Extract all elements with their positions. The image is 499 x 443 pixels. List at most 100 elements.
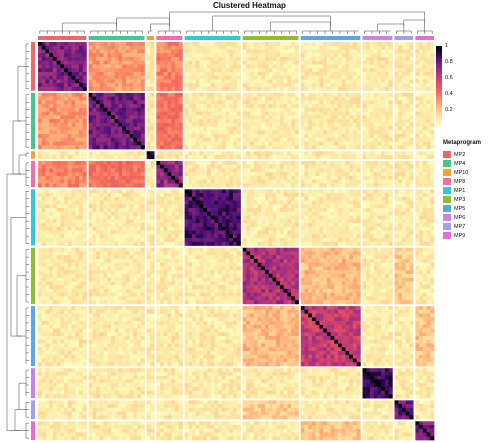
heatmap-cell [338, 42, 343, 47]
heatmap-cell [140, 56, 145, 62]
heatmap-cell [287, 60, 292, 65]
heatmap-cell [242, 211, 247, 216]
heatmap-cell [99, 79, 104, 84]
heatmap-cell [163, 100, 168, 105]
heatmap-cell [192, 200, 197, 205]
heatmap-cell [45, 60, 50, 65]
heatmap-cell [210, 238, 215, 243]
heatmap-cell [52, 68, 57, 73]
heatmap-cell [146, 86, 151, 92]
heatmap-cell [356, 189, 361, 194]
heatmap-cell [242, 193, 247, 198]
heatmap-cell [184, 151, 189, 156]
heatmap-cell [221, 223, 226, 228]
heatmap-cell [206, 160, 212, 166]
heatmap-cell [253, 219, 258, 224]
heatmap-cell [156, 64, 161, 69]
heatmap-cell [163, 172, 168, 177]
heatmap-cell [160, 219, 165, 224]
heatmap-cell [150, 208, 155, 213]
heatmap-cell [236, 64, 241, 69]
heatmap-cell [49, 230, 54, 235]
heatmap-cell [184, 104, 189, 109]
heatmap-cell [140, 92, 145, 97]
heatmap-cell [319, 141, 324, 146]
heatmap-cell [92, 79, 97, 84]
heatmap-cell [203, 211, 208, 216]
heatmap-cell [192, 189, 197, 194]
heatmap-cell [150, 83, 155, 88]
heatmap-cell [334, 107, 339, 112]
heatmap-cell [276, 145, 281, 150]
heatmap-cell [146, 145, 151, 150]
heatmap-cell [129, 145, 134, 150]
heatmap-cell [88, 64, 93, 69]
heatmap-cell [338, 79, 343, 84]
heatmap-cell [319, 68, 324, 73]
heatmap-cell [304, 130, 309, 135]
heatmap-cell [75, 196, 80, 201]
heatmap-cell [41, 189, 46, 194]
heatmap-cell [99, 154, 104, 160]
heatmap-cell [422, 64, 427, 69]
heatmap-cell [356, 107, 361, 112]
heatmap-cell [233, 42, 238, 47]
heatmap-cell [195, 168, 200, 173]
heatmap-cell [114, 211, 119, 216]
heatmap-cell [338, 164, 343, 169]
heatmap-cell [195, 160, 200, 166]
heatmap-cell [188, 53, 193, 58]
heatmap-cell [265, 107, 270, 112]
heatmap-cell [160, 107, 165, 112]
heatmap-cell [319, 107, 324, 112]
heatmap-cell [88, 53, 93, 58]
heatmap-cell [38, 104, 43, 109]
heatmap-cell [276, 137, 281, 142]
heatmap-cell [122, 68, 127, 73]
heatmap-cell [184, 96, 189, 101]
heatmap-cell [96, 241, 101, 246]
heatmap-cell [133, 196, 138, 201]
heatmap-cell [246, 64, 251, 69]
heatmap-cell [110, 141, 116, 146]
heatmap-cell [210, 141, 215, 146]
heatmap-cell [67, 223, 72, 228]
heatmap-cell [96, 119, 101, 124]
heatmap-cell [323, 104, 328, 109]
heatmap-cell [125, 56, 130, 62]
heatmap-cell [82, 219, 87, 224]
heatmap-cell [88, 56, 93, 62]
heatmap-cell [103, 92, 108, 97]
heatmap-cell [133, 154, 138, 160]
heatmap-cell [56, 134, 61, 139]
heatmap-cell [402, 175, 407, 180]
heatmap-cell [41, 160, 46, 166]
heatmap-cell [242, 168, 247, 173]
heatmap-cell [75, 75, 80, 80]
heatmap-cell [122, 179, 127, 184]
heatmap-cell [345, 172, 350, 177]
heatmap-cell [311, 172, 316, 177]
heatmap-cell [140, 241, 145, 246]
heatmap-cell [64, 75, 69, 80]
heatmap-cell [265, 193, 270, 198]
heatmap-cell [402, 86, 407, 92]
heatmap-cell [377, 68, 382, 73]
heatmap-cell [349, 111, 354, 116]
heatmap-cell [218, 92, 223, 97]
heatmap-cell [291, 219, 296, 224]
heatmap-cell [319, 104, 324, 109]
heatmap-cell [388, 79, 393, 84]
heatmap-cell [291, 211, 296, 216]
heatmap-cell [225, 86, 230, 92]
heatmap-cell [394, 56, 399, 62]
heatmap-cell [125, 115, 130, 120]
heatmap-cell [253, 122, 258, 127]
heatmap-cell [341, 45, 346, 50]
heatmap-cell [356, 92, 361, 97]
heatmap-cell [341, 226, 346, 231]
heatmap-cell [146, 92, 151, 97]
heatmap-cell [304, 234, 309, 239]
heatmap-cell [163, 64, 168, 69]
heatmap-cell [122, 111, 127, 116]
